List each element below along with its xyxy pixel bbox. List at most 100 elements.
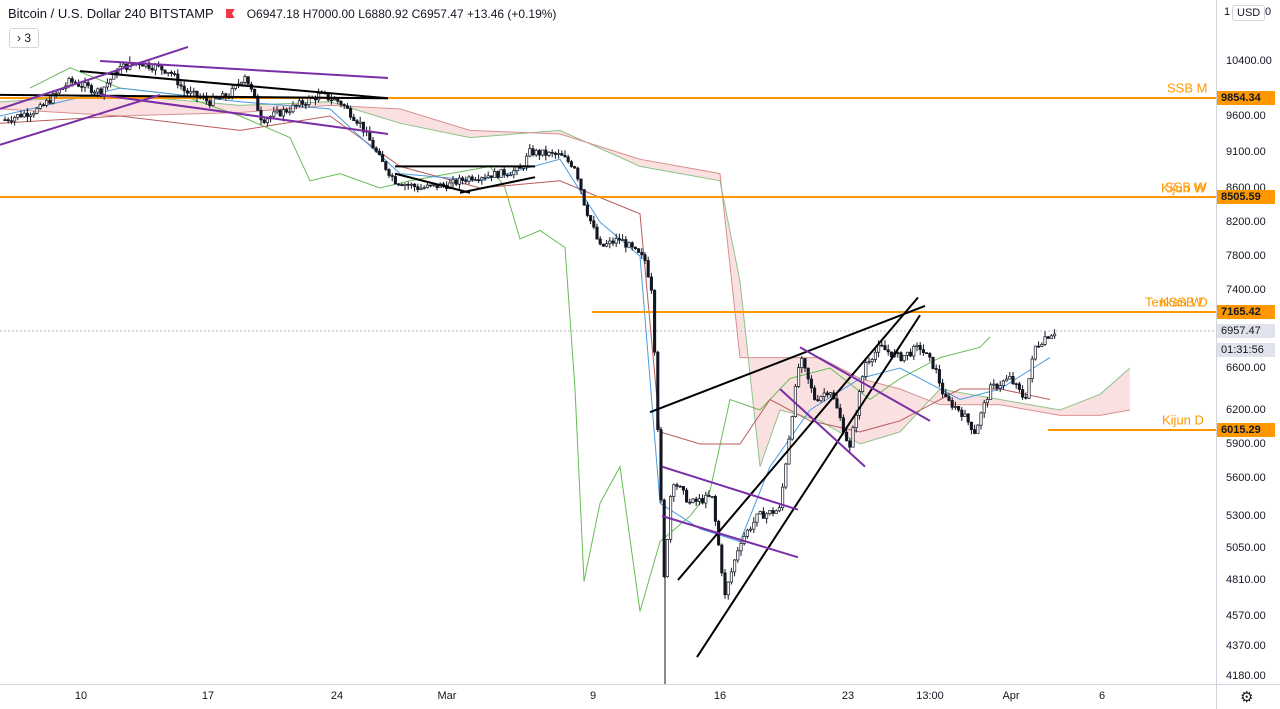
candle — [848, 438, 852, 453]
y-tick-label: 6200.00 — [1226, 404, 1266, 416]
channel-line — [661, 515, 799, 559]
candle — [163, 69, 167, 75]
exchange: BITSTAMP — [149, 6, 214, 21]
candle — [173, 70, 177, 77]
candle — [1021, 385, 1025, 400]
chart-area[interactable] — [0, 0, 1216, 684]
candle — [624, 236, 628, 253]
candle — [339, 100, 343, 108]
ichimoku-span-b — [0, 104, 1131, 416]
candle — [528, 144, 532, 158]
candle — [32, 111, 36, 118]
x-tick-label: Apr — [1002, 690, 1020, 702]
candle — [278, 109, 282, 117]
axis-corner — [1216, 684, 1280, 709]
chevron-right-icon: › — [17, 31, 21, 45]
y-tick-label: 4370.00 — [1226, 640, 1266, 652]
candle — [182, 80, 186, 96]
candle — [461, 176, 465, 185]
candle — [3, 116, 7, 121]
candle — [361, 121, 365, 137]
candle — [387, 168, 391, 179]
channel-line — [99, 60, 389, 79]
candle — [109, 78, 113, 88]
candle — [349, 105, 353, 120]
trendline — [677, 296, 919, 581]
candle — [979, 411, 983, 430]
y-tick-label: 9100.00 — [1226, 146, 1266, 158]
candle — [592, 215, 596, 230]
candle — [509, 172, 513, 177]
y-tick-label: 5600.00 — [1226, 472, 1266, 484]
candle — [809, 375, 813, 393]
ichimoku-lagging-span — [29, 67, 991, 612]
candle — [790, 415, 794, 441]
x-tick-label: 16 — [713, 690, 727, 702]
candle — [403, 182, 407, 191]
candle — [659, 426, 663, 503]
candle — [896, 351, 900, 358]
currency-button[interactable]: USD — [1232, 5, 1266, 21]
candle — [998, 380, 1002, 393]
candle — [390, 172, 394, 182]
channel-line — [0, 93, 161, 146]
candle — [707, 490, 711, 498]
candle — [813, 385, 817, 401]
price-label: 6957.47 — [1217, 324, 1275, 338]
candle — [1027, 378, 1031, 400]
candle — [189, 86, 193, 97]
close-value: 6957.47 — [420, 6, 464, 21]
candle — [89, 83, 93, 95]
candle — [681, 485, 685, 495]
candle — [102, 86, 106, 100]
candle — [909, 348, 913, 358]
candle — [864, 357, 868, 380]
candle — [464, 176, 468, 185]
price-label: 7165.42 — [1217, 305, 1275, 319]
candle — [736, 547, 740, 563]
candle — [541, 149, 545, 157]
time-axis[interactable] — [0, 684, 1216, 709]
candle — [547, 151, 551, 158]
candle — [502, 166, 506, 179]
candle — [720, 543, 724, 577]
price-axis[interactable] — [1216, 0, 1280, 684]
candle — [582, 189, 586, 206]
candle — [409, 182, 413, 189]
candle — [953, 401, 957, 410]
x-tick-label: 6 — [1098, 690, 1106, 702]
candle — [617, 233, 621, 245]
x-tick-label: Mar — [437, 690, 457, 702]
candle — [765, 512, 769, 524]
candle — [585, 201, 589, 218]
trendline — [79, 70, 389, 100]
candle — [563, 150, 567, 158]
candle — [931, 356, 935, 370]
candle — [51, 91, 55, 105]
candle — [288, 106, 292, 116]
candle — [656, 350, 660, 433]
candle — [531, 145, 535, 157]
candle — [777, 504, 781, 513]
candle — [601, 243, 605, 247]
axis-top-left: 1 — [1224, 6, 1231, 18]
gear-icon[interactable]: ⚙ — [1240, 689, 1254, 706]
channel-line — [99, 93, 389, 135]
candle — [147, 60, 151, 71]
candle — [121, 63, 125, 67]
candle — [400, 182, 404, 187]
candle — [761, 507, 765, 519]
indicators-toggle-button[interactable]: › 3 — [9, 28, 40, 48]
candle — [755, 513, 759, 527]
candle — [355, 118, 359, 126]
candle — [989, 382, 993, 400]
candle — [973, 424, 977, 435]
price-chart[interactable] — [0, 0, 1216, 684]
candle — [467, 175, 471, 185]
candle — [211, 93, 215, 107]
flag-icon[interactable] — [225, 9, 235, 18]
interval[interactable]: 240 — [124, 6, 147, 21]
candle — [285, 107, 289, 114]
candle — [611, 237, 615, 247]
candle — [694, 496, 698, 506]
